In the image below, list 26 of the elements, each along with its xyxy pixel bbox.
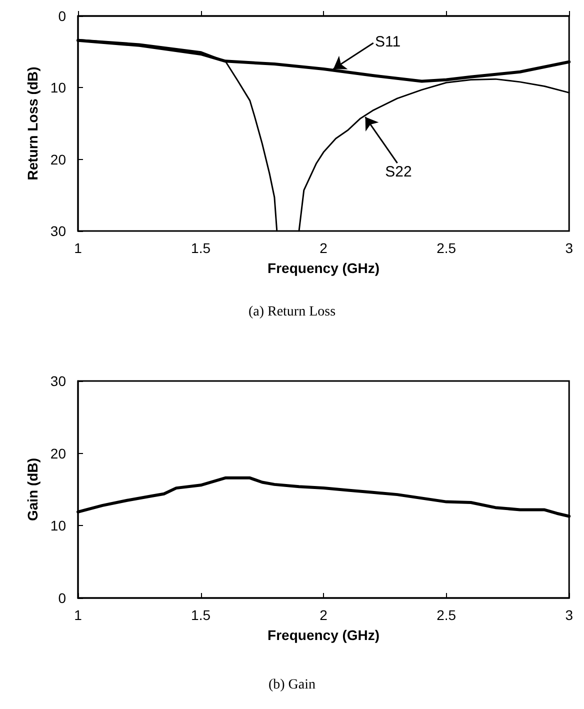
y-axis-title: Return Loss (dB) [24, 66, 41, 180]
x-tick-label: 3 [565, 240, 574, 256]
x-tick-label: 1 [74, 607, 82, 623]
text: (a) Return Loss [248, 304, 336, 320]
annotation: S11 [375, 33, 401, 50]
x-tick-label: 2 [320, 240, 328, 256]
y-tick-label: 20 [50, 151, 66, 168]
y-tick-label: 0 [58, 590, 66, 606]
y-tick-label: 0 [58, 8, 66, 24]
y-tick-label: 10 [50, 80, 66, 96]
x-tick-label: 2.5 [436, 240, 456, 256]
x-tick-label: 1 [74, 240, 82, 256]
x-tick-label: 1.5 [191, 240, 211, 256]
y-tick-label: 20 [50, 445, 66, 462]
y-tick-label: 10 [50, 518, 66, 534]
text: (b) Gain [268, 678, 316, 692]
x-tick-label: 3 [565, 607, 574, 623]
x-tick-label: 1.5 [191, 607, 211, 623]
y-tick-label: 30 [50, 373, 66, 389]
annotation: S22 [385, 164, 412, 181]
x-axis-title: Frequency (GHz) [268, 627, 380, 643]
x-tick-label: 2.5 [436, 607, 456, 623]
y-axis-title: Gain (dB) [24, 458, 41, 521]
x-tick-label: 2 [320, 607, 328, 623]
x-axis-title: Frequency (GHz) [268, 260, 380, 276]
y-tick-label: 30 [50, 223, 66, 239]
